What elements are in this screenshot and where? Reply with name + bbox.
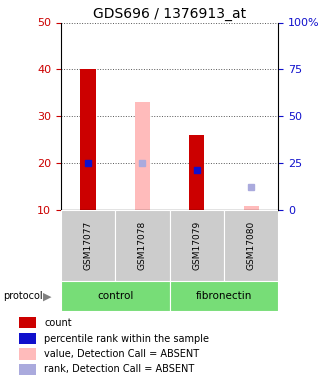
Text: count: count	[44, 318, 72, 328]
Text: fibronectin: fibronectin	[196, 291, 252, 301]
Bar	[135, 102, 150, 210]
Bar	[189, 135, 204, 210]
Bar	[19, 363, 36, 375]
Text: GSM17080: GSM17080	[247, 221, 256, 270]
Text: value, Detection Call = ABSENT: value, Detection Call = ABSENT	[44, 349, 199, 359]
Text: GSM17079: GSM17079	[192, 221, 201, 270]
Text: rank, Detection Call = ABSENT: rank, Detection Call = ABSENT	[44, 364, 194, 374]
Text: control: control	[97, 291, 133, 301]
Bar	[170, 281, 278, 311]
Bar	[19, 317, 36, 328]
Bar	[61, 210, 115, 281]
Text: protocol: protocol	[3, 291, 43, 301]
Text: GSM17078: GSM17078	[138, 221, 147, 270]
Text: ▶: ▶	[43, 291, 52, 301]
Bar	[19, 348, 36, 360]
Bar	[61, 281, 170, 311]
Bar	[244, 206, 259, 210]
Bar	[224, 210, 278, 281]
Bar	[80, 69, 96, 210]
Bar	[19, 333, 36, 344]
Text: percentile rank within the sample: percentile rank within the sample	[44, 334, 209, 344]
Title: GDS696 / 1376913_at: GDS696 / 1376913_at	[93, 8, 246, 21]
Bar	[170, 210, 224, 281]
Bar	[115, 210, 170, 281]
Text: GSM17077: GSM17077	[84, 221, 92, 270]
